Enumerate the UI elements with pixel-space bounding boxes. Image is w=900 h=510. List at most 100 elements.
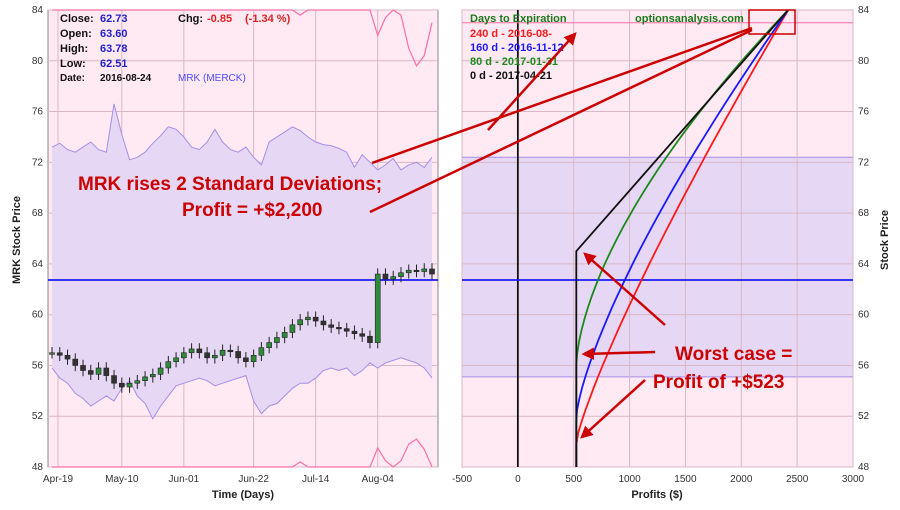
candle-body [421, 268, 428, 272]
candle-body [328, 324, 334, 328]
high-value: 63.78 [100, 43, 128, 55]
watermark: optionsanalysis.com [635, 13, 744, 25]
candle-body [281, 332, 288, 338]
legend: 240 d - 2016-08- 160 d - 2016-11-12 80 d -… [470, 28, 564, 82]
left-y-tick: 52 [32, 411, 44, 422]
candle-body [336, 327, 342, 330]
candle-body [219, 349, 226, 356]
candle-body [87, 370, 94, 375]
left-y-tick: 80 [32, 56, 44, 67]
candle-body [134, 380, 141, 384]
candle-body [258, 347, 265, 356]
profit-curve [575, 9, 789, 467]
lower-pink-line [52, 438, 433, 468]
candle-body [118, 382, 125, 388]
right-x-tick: 500 [565, 474, 582, 485]
right-y-tick: 84 [858, 5, 870, 16]
right-x-tick: 0 [515, 474, 521, 485]
worst-annotation-line-2: Profit of +$523 [653, 372, 784, 393]
worst-arrow-mid [581, 347, 656, 360]
close-label: Close: [60, 13, 94, 25]
candle-body [111, 375, 117, 384]
right-x-tick: 2000 [730, 474, 753, 485]
left-y-tick: 60 [32, 310, 44, 321]
date-label: Date: [60, 73, 85, 84]
price-candles [49, 263, 435, 393]
candle-body [142, 376, 148, 381]
candle-body [289, 324, 296, 333]
candle-body [398, 272, 404, 277]
candle-body [56, 352, 63, 356]
low-label: Low: [60, 58, 86, 70]
left-panel: 48 52 56 60 64 68 72 76 80 84 Apr-19 May-10 Jun-01 Ju… [11, 5, 439, 501]
change-percent: (-1.34 %) [245, 13, 291, 25]
close-value: 62.73 [100, 13, 128, 25]
right-x-tick: 3000 [842, 474, 865, 485]
annotations: MRK rises 2 Standard Deviations; Profit … [78, 26, 792, 439]
left-y-tick: 64 [32, 259, 44, 270]
candle-body [227, 349, 234, 353]
candle-body [157, 367, 164, 375]
right-y-tick: 52 [858, 411, 870, 422]
left-x-axis-label: Time (Days) [212, 489, 274, 501]
candle-body [150, 374, 156, 378]
upper-pink-line [52, 9, 433, 68]
left-axis-ticks: 48 52 56 60 64 68 72 76 80 84 Apr-19 May-10 Jun-01 Ju… [32, 5, 394, 485]
left-x-tick: Jul-14 [302, 474, 330, 485]
candle-body [320, 320, 327, 326]
right-y-tick: 56 [858, 360, 870, 371]
legend-entry: 0 d - 2017-04-21 [470, 70, 552, 82]
left-y-tick: 76 [32, 107, 44, 118]
candle-body [80, 365, 86, 371]
candle-body [390, 276, 397, 280]
bollinger-band-fill [52, 103, 432, 419]
candle-body [413, 269, 420, 273]
legend-entry: 80 d - 2017-01-31 [470, 56, 558, 68]
open-label: Open: [60, 28, 92, 40]
right-y-axis-label: Stock Price [879, 210, 891, 270]
right-x-tick: 1500 [674, 474, 697, 485]
candle-body [266, 342, 272, 348]
candle-body [196, 348, 203, 354]
candle-body [351, 330, 358, 335]
left-x-tick: Jun-22 [238, 474, 269, 485]
candle-body [235, 351, 241, 359]
right-y-tick: 76 [858, 107, 870, 118]
candle-body [429, 268, 435, 275]
left-y-tick: 48 [32, 462, 44, 473]
left-y-tick: 68 [32, 208, 44, 219]
candle-body [64, 354, 71, 360]
candle-body [204, 352, 210, 359]
candle-body [95, 367, 102, 375]
candle-body [359, 333, 366, 337]
left-x-tick: Apr-19 [43, 474, 73, 485]
right-axis-ticks: 48 52 56 60 64 68 72 76 80 84 -500 0 500 1000 1500 2000… [452, 5, 870, 485]
right-y-tick: 60 [858, 310, 870, 321]
rise-annotation-line-1: MRK rises 2 Standard Deviations; [78, 174, 382, 195]
legend-entry: 160 d - 2016-11-12 [470, 42, 564, 54]
candle-body [367, 335, 373, 343]
candle-body [343, 328, 350, 332]
left-x-tick: Aug-04 [362, 474, 395, 485]
right-sd-band [461, 156, 854, 378]
candle-body [405, 269, 412, 274]
quote-info: Close: 62.73 Open: 63.60 High: 63.78 Low… [60, 13, 291, 84]
candle-body [297, 319, 303, 326]
candle-body [382, 273, 389, 280]
candle-body [305, 316, 311, 321]
date-value: 2016-08-24 [100, 73, 152, 84]
symbol-name: MRK (MERCK) [178, 73, 246, 84]
high-label: High: [60, 43, 88, 55]
right-x-tick: 2500 [786, 474, 809, 485]
candle-body [49, 352, 55, 355]
rise-arrow-up [487, 32, 577, 131]
candle-body [126, 382, 133, 388]
open-value: 63.60 [100, 28, 128, 40]
left-y-tick: 56 [32, 360, 44, 371]
left-x-tick: Jun-01 [169, 474, 200, 485]
rise-annotation-line-2: Profit = +$2,200 [182, 200, 322, 221]
candle-body [181, 352, 187, 359]
candle-body [243, 357, 249, 362]
lower-band-line [51, 357, 433, 420]
